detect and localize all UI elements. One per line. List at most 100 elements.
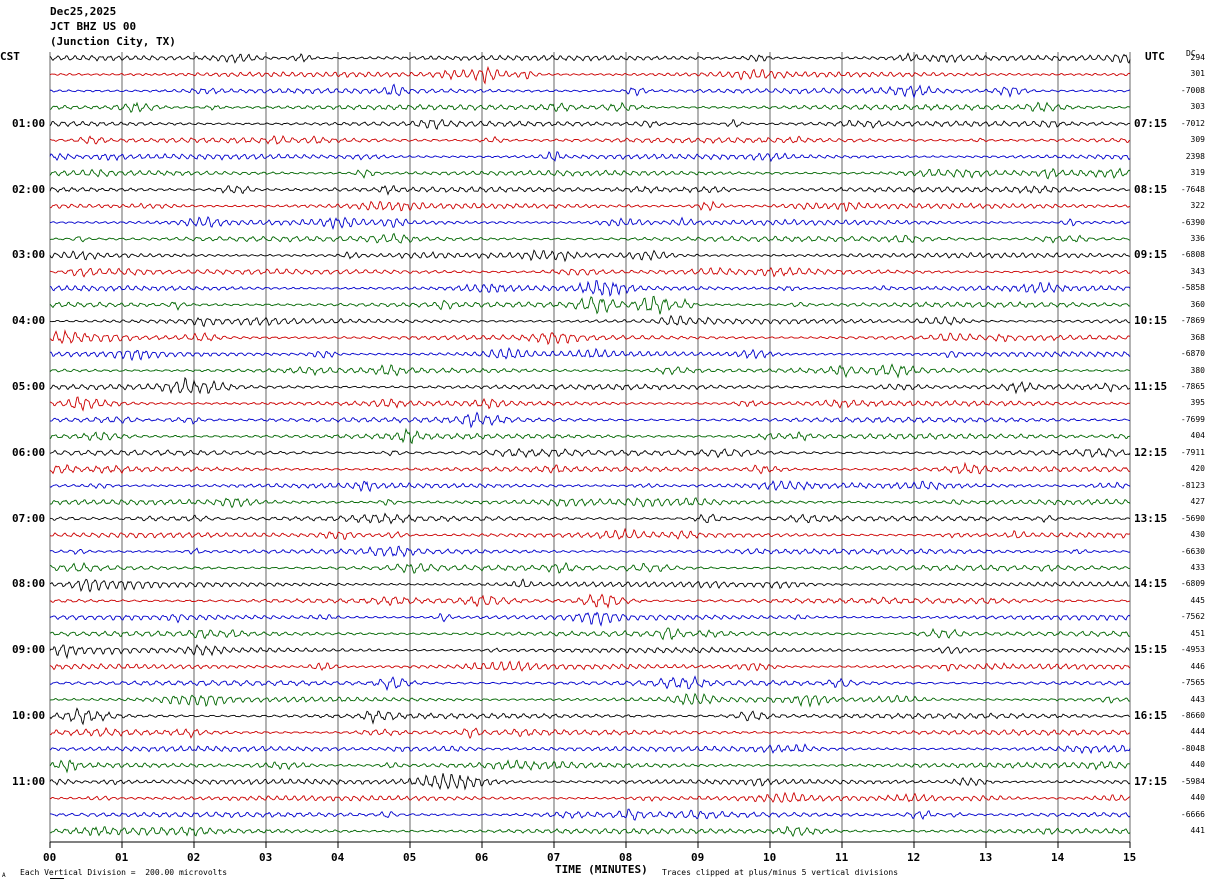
right-hour-label: 08:15 [1134,182,1168,196]
dc-offset-label: 395 [1190,398,1205,408]
trace-16 [49,295,1131,315]
dc-offset-label: -7565 [1180,678,1205,688]
trace-19 [49,347,1131,362]
dc-offset-label: 336 [1190,233,1205,243]
right-hour-label: 12:15 [1134,445,1168,459]
left-timezone-label: CST [0,50,20,63]
trace-28 [49,497,1131,509]
trace-8 [49,167,1131,180]
x-tick-label: 06 [475,851,489,864]
trace-15 [49,280,1131,297]
x-tick-label: 02 [187,851,201,864]
trace-24 [49,427,1131,445]
dc-offset-label: -6809 [1180,579,1205,589]
trace-22 [49,396,1131,412]
left-hour-label: 05:00 [12,380,46,393]
x-tick-label: 00 [43,851,57,864]
dc-offset-label: 443 [1190,694,1205,704]
trace-3 [49,83,1131,99]
dc-offset-label: -7865 [1180,382,1205,391]
trace-44 [49,759,1131,774]
trace-35 [49,611,1131,627]
dc-offset-label: 343 [1190,266,1205,276]
dc-offset-label: 440 [1190,793,1205,803]
right-timezone-label: UTC [1145,50,1165,63]
right-hour-label: 17:15 [1134,774,1168,788]
dc-offset-label: -8048 [1180,743,1205,753]
trace-10 [49,200,1131,213]
dc-offset-label: -7562 [1180,612,1205,622]
dc-offset-label: -4953 [1180,645,1205,655]
trace-48 [49,825,1131,838]
trace-12 [49,232,1131,244]
x-tick-label: 12 [907,851,921,864]
left-hour-label: 10:00 [12,709,46,722]
right-hour-label: 10:15 [1134,314,1168,328]
dc-offset-label: -7648 [1180,184,1205,194]
dc-offset-label: 451 [1190,628,1205,638]
trace-4 [49,101,1131,113]
trace-39 [49,675,1131,692]
trace-13 [49,249,1131,263]
dc-offset-label: 430 [1190,530,1205,540]
dc-offset-label: -7008 [1180,85,1205,95]
right-hour-label: 14:15 [1134,577,1168,591]
dc-offset-label: -5858 [1180,283,1205,293]
plot-date: Dec25,2025 [50,5,117,18]
right-hour-label: 13:15 [1134,511,1168,525]
x-tick-label: 10 [763,851,777,864]
x-tick-label: 09 [691,851,705,864]
trace-1 [49,52,1131,64]
dc-offset-label: 303 [1190,102,1205,112]
left-hour-label: 03:00 [12,248,46,262]
dc-offset-label: -8123 [1180,480,1205,490]
clip-note: Traces clipped at plus/minus 5 vertical … [662,868,899,877]
x-axis-label: TIME (MINUTES) [555,863,648,876]
dc-offset-label: -6870 [1180,349,1205,359]
trace-38 [49,660,1131,672]
trace-21 [49,376,1131,395]
left-hour-label: 07:00 [12,511,46,525]
trace-45 [49,773,1131,791]
scale-bar [50,878,64,879]
trace-7 [49,151,1131,163]
x-tick-label: 13 [979,851,993,864]
trace-5 [49,118,1131,130]
dc-offset-label: 433 [1190,562,1205,572]
time-grid [49,52,1131,848]
trace-6 [49,135,1131,145]
dc-offset-label: 2398 [1185,151,1205,161]
scale-note: Each Vertical Division = 200.00 microvol… [20,868,228,877]
dc-offset-label: -7012 [1180,118,1205,128]
dc-offset-label: -5984 [1180,776,1205,786]
right-hour-label: 16:15 [1134,709,1168,722]
dc-offset-label: -7911 [1180,447,1205,457]
x-tick-label: 08 [619,851,633,864]
trace-9 [49,185,1131,196]
dc-offset-label: 445 [1190,595,1205,605]
trace-14 [49,266,1131,278]
dc-offset-label: -5690 [1180,513,1205,523]
x-tick-label: 14 [1051,851,1065,864]
left-hour-label: 08:00 [12,577,46,591]
station-code: JCT BHZ US 00 [50,20,137,33]
trace-17 [49,314,1131,328]
right-hour-label: 15:15 [1134,643,1168,657]
dc-offset-label: 368 [1190,332,1205,342]
dc-offset-label: -6390 [1180,217,1205,227]
x-tick-label: 11 [835,851,849,864]
dc-offset-label: -6666 [1180,809,1205,819]
trace-32 [49,561,1131,574]
trace-29 [49,512,1131,525]
x-tick-label: 07 [547,851,561,864]
x-tick-label: 05 [403,851,417,864]
left-hour-label: 11:00 [12,774,46,788]
trace-11 [49,215,1131,231]
trace-42 [49,726,1131,739]
trace-25 [49,447,1131,459]
trace-2 [49,65,1131,85]
trace-47 [49,808,1131,821]
trace-20 [49,363,1131,379]
seismic-traces [49,52,1131,838]
left-hour-label: 02:00 [12,182,46,196]
